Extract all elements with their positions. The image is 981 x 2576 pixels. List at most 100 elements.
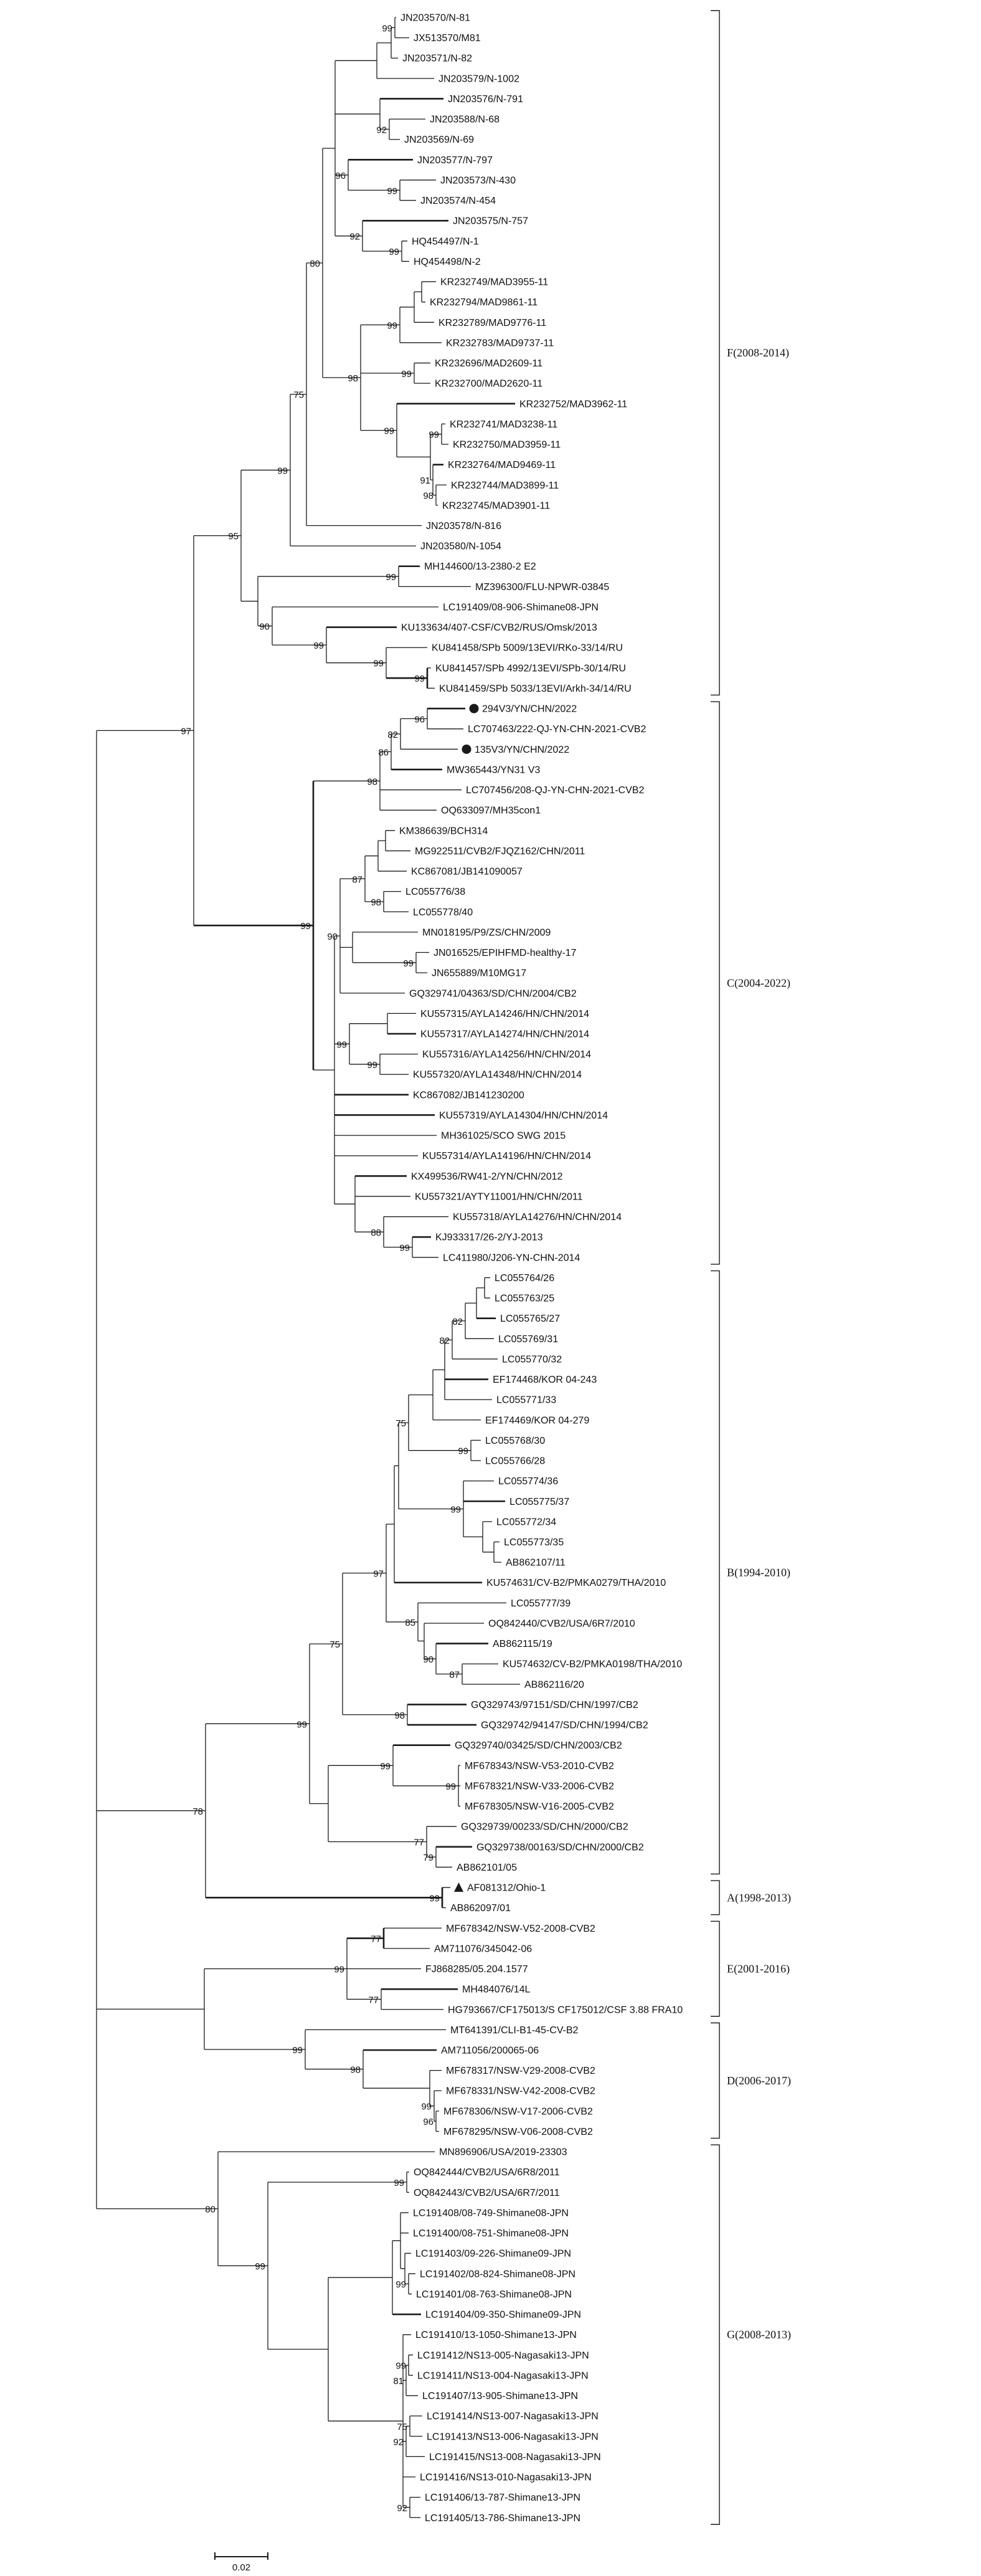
taxon-label: JN655889/M10MG17 xyxy=(432,968,526,979)
taxon-label: KU557320/AYLA14348/HN/CHN/2014 xyxy=(413,1070,582,1080)
taxon-label: MZ396300/FLU-NPWR-03845 xyxy=(475,582,609,593)
taxon-label: JN203579/N-1002 xyxy=(438,74,519,84)
bootstrap-value: 82 xyxy=(452,1317,463,1327)
taxon-label: MN018195/P9/ZS/CHN/2009 xyxy=(422,927,551,938)
taxon-label: KU557319/AYLA14304/HN/CHN/2014 xyxy=(439,1110,608,1121)
taxon-label: LC055770/32 xyxy=(502,1354,562,1365)
taxon-label: JN203570/N-81 xyxy=(400,13,470,24)
tree-branches-bold xyxy=(194,98,515,2316)
taxon-label: JX513570/M81 xyxy=(414,33,481,44)
bootstrap-value: 96 xyxy=(423,2117,434,2127)
taxon-label: MW365443/YN31 V3 xyxy=(447,765,540,775)
taxon-label: LC055768/30 xyxy=(485,1436,545,1446)
bootstrap-value: 78 xyxy=(192,1806,203,1817)
bootstrap-value: 99 xyxy=(387,186,397,196)
taxon-label: LC191410/13-1050-Shimane13-JPN xyxy=(415,2330,577,2340)
taxon-label: KU574631/CV-B2/PMKA0279/THA/2010 xyxy=(486,1578,666,1588)
taxon-label: GQ329738/00163/SD/CHN/2000/CB2 xyxy=(476,1842,644,1853)
bootstrap-value: 77 xyxy=(368,1995,379,2005)
taxon-label: HG793667/CF175013/S CF175012/CSF 3.88 FR… xyxy=(448,2005,683,2015)
taxon-label: FJ868285/05.204.1577 xyxy=(425,1964,528,1975)
taxon-label: LC055774/36 xyxy=(498,1476,558,1487)
tree-branches xyxy=(96,17,520,2518)
bootstrap-value: 88 xyxy=(371,1228,381,1238)
taxon-label: AM711076/345042-06 xyxy=(434,1944,532,1954)
taxon-label: KR232794/MAD9861-11 xyxy=(430,297,538,308)
taxon-label: KR232764/MAD9469-11 xyxy=(448,460,556,470)
bootstrap-value: 75 xyxy=(329,1639,340,1650)
taxon-label: AB862116/20 xyxy=(524,1679,584,1690)
clade-bracket-label: E(2001-2016) xyxy=(727,1963,790,1976)
taxon-label: LC055765/27 xyxy=(500,1314,560,1324)
bootstrap-value: 98 xyxy=(367,776,377,787)
bootstrap-value: 99 xyxy=(382,23,392,34)
taxon-label: KU841459/SPb 5033/13EVI/Arkh-34/14/RU xyxy=(439,684,632,694)
bootstrap-value: 99 xyxy=(373,659,384,669)
taxon-label: MF678305/NSW-V16-2005-CVB2 xyxy=(465,1801,614,1812)
bootstrap-value: 99 xyxy=(394,2178,404,2188)
taxon-label: KR232749/MAD3955-11 xyxy=(440,277,548,288)
taxon-label: AB862115/19 xyxy=(493,1639,552,1649)
bootstrap-value: 98 xyxy=(348,373,358,384)
scale-bar-label: 0.02 xyxy=(232,2562,250,2573)
bootstrap-value: 97 xyxy=(181,726,191,737)
taxon-label: KC867082/JB141230200 xyxy=(413,1090,524,1100)
taxon-label: JN203573/N-430 xyxy=(440,175,516,186)
bootstrap-value: 99 xyxy=(450,1504,461,1515)
filled-triangle-marker xyxy=(454,1882,463,1892)
taxon-label: LC707463/222-QJ-YN-CHN-2021-CVB2 xyxy=(468,724,646,735)
taxon-label: JN016525/EPIHFMD-healthy-17 xyxy=(434,948,577,958)
bootstrap-value: 99 xyxy=(255,2261,265,2272)
bootstrap-value: 92 xyxy=(349,232,360,242)
bootstrap-value: 92 xyxy=(393,2437,404,2448)
taxon-label: KR232744/MAD3899-11 xyxy=(451,480,559,491)
bootstrap-value: 92 xyxy=(376,125,387,135)
taxon-label: JN203578/N-816 xyxy=(426,521,501,532)
bootstrap-value: 99 xyxy=(336,1039,347,1050)
taxon-label: OQ842444/CVB2/USA/6R8/2011 xyxy=(414,2167,560,2178)
taxon-label: KU557315/AYLA14246/HN/CHN/2014 xyxy=(420,1009,589,1019)
taxon-label: KR232741/MAD3238-11 xyxy=(450,419,557,430)
taxon-label: LC055775/37 xyxy=(509,1497,569,1507)
taxon-label: KR232750/MAD3959-11 xyxy=(453,440,561,451)
taxon-label: KX499536/RW41-2/YN/CHN/2012 xyxy=(411,1171,562,1182)
taxon-label: KU557318/AYLA14276/HN/CHN/2014 xyxy=(453,1212,622,1223)
bootstrap-value: 80 xyxy=(205,2205,216,2215)
bootstrap-value: 75 xyxy=(396,1418,406,1429)
taxon-label: JN203571/N-82 xyxy=(402,54,472,64)
taxon-label: LC191405/13-786-Shimane13-JPN xyxy=(425,2513,581,2524)
bootstrap-value: 99 xyxy=(387,320,397,331)
taxon-label: LC191407/13-905-Shimane13-JPN xyxy=(422,2391,578,2402)
taxon-label: MF678331/NSW-V42-2008-CVB2 xyxy=(446,2086,595,2097)
taxon-label: LC707456/208-QJ-YN-CHN-2021-CVB2 xyxy=(466,785,644,796)
bootstrap-value: 96 xyxy=(414,714,425,725)
taxon-label: LC055778/40 xyxy=(413,907,473,918)
bootstrap-value: 99 xyxy=(292,2045,303,2056)
bootstrap-value: 99 xyxy=(386,572,396,583)
taxon-label: KU133634/407-CSF/CVB2/RUS/Omsk/2013 xyxy=(401,623,597,633)
bootstrap-value: 86 xyxy=(378,747,389,758)
bootstrap-value: 98 xyxy=(350,2065,361,2076)
bootstrap-value: 99 xyxy=(384,426,394,437)
taxon-label: KR232696/MAD2609-11 xyxy=(435,358,543,369)
taxon-label: KU841457/SPb 4992/13EVI/SPb-30/14/RU xyxy=(435,663,626,674)
bootstrap-value: 99 xyxy=(296,1719,307,1730)
taxon-label: LC191411/NS13-004-Nagasaki13-JPN xyxy=(417,2370,589,2381)
filled-circle-marker xyxy=(469,704,479,713)
taxon-label: GQ329742/94147/SD/CHN/1994/CB2 xyxy=(481,1720,648,1731)
taxon-label: JN203588/N-68 xyxy=(430,115,500,125)
bootstrap-value: 82 xyxy=(387,730,398,740)
taxon-label: KU574632/CV-B2/PMKA0198/THA/2010 xyxy=(503,1659,682,1670)
bootstrap-value: 99 xyxy=(445,1782,456,1792)
taxon-label: LC191414/NS13-007-Nagasaki13-JPN xyxy=(427,2411,599,2422)
taxon-label: KU557321/AYTY11001/HN/CHN/2011 xyxy=(415,1191,583,1202)
taxon-label: LC191402/08-824-Shimane08-JPN xyxy=(420,2269,576,2279)
taxon-label: LC191400/08-751-Shimane08-JPN xyxy=(413,2228,569,2239)
bootstrap-value: 99 xyxy=(403,958,414,969)
taxon-label: EF174468/KOR 04-243 xyxy=(493,1375,597,1385)
bootstrap-value: 90 xyxy=(327,932,338,942)
taxon-label: LC055766/28 xyxy=(485,1456,545,1467)
clade-bracket-label: F(2008-2014) xyxy=(727,346,789,360)
taxon-label: LC191416/NS13-010-Nagasaki13-JPN xyxy=(420,2473,592,2483)
taxon-label: OQ842443/CVB2/USA/6R7/2011 xyxy=(414,2188,560,2198)
